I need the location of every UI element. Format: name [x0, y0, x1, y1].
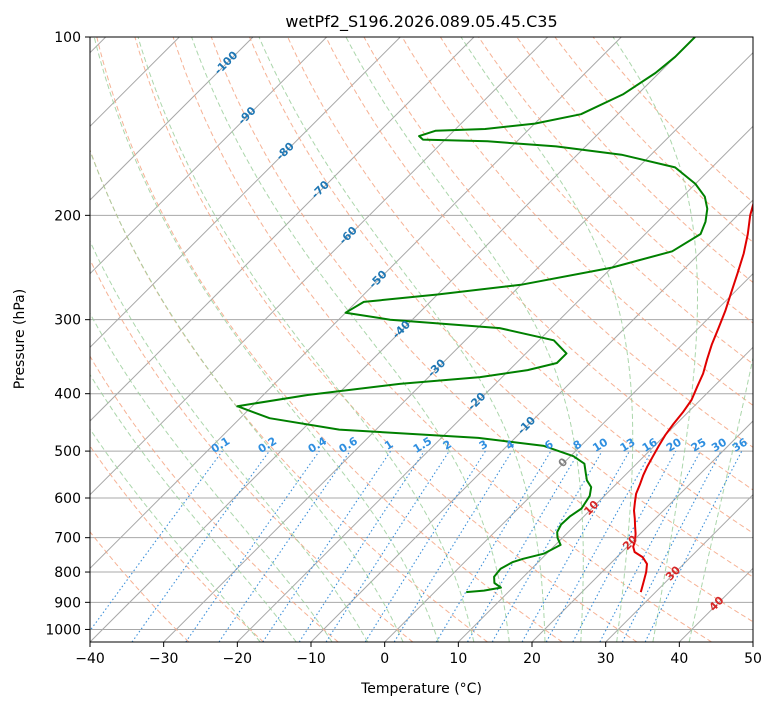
- y-tick-label: 300: [54, 313, 81, 329]
- moist-adiabat-line: [460, 37, 634, 642]
- y-tick-label: 200: [54, 208, 81, 224]
- dry-adiabat-line: [134, 37, 638, 642]
- isotherm-line: [163, 51, 753, 642]
- isotherm-line: [90, 37, 475, 422]
- axes: −40 −30 −20 −10 0 10 20 30 40 50 100 200 300 400 500 60…: [45, 30, 762, 667]
- dewpoint-profile-line: [236, 37, 709, 594]
- mixing-ratio-line: [218, 450, 351, 642]
- dry-adiabat-line: [325, 37, 753, 491]
- y-axis-label: Pressure (hPa): [12, 289, 28, 389]
- moist-adiabat-line: [90, 149, 404, 642]
- mixing-ratio-line: [572, 450, 677, 642]
- x-tick-label: −10: [296, 651, 326, 667]
- mixing-ratio-line: [90, 450, 223, 632]
- dry-adiabat-line: [90, 258, 414, 642]
- x-tick-label: −30: [149, 651, 179, 667]
- x-tick-label: 0: [380, 651, 389, 667]
- x-tick-label: 10: [449, 651, 467, 667]
- x-tick-label: 30: [597, 651, 615, 667]
- moist-adiabat-line: [191, 37, 510, 642]
- moist-adiabat-line: [258, 37, 546, 642]
- x-tick-label: 40: [670, 651, 688, 667]
- dry-adiabat-line: [90, 531, 190, 642]
- mixing-ratio-line: [185, 450, 320, 642]
- plot-area: [90, 37, 753, 642]
- moist-adiabat-line: [90, 373, 297, 642]
- moist-adiabat-line: [90, 312, 333, 642]
- isotherm-line: [236, 125, 753, 642]
- mixing-ratio-line: [545, 450, 653, 642]
- x-tick-label: 50: [744, 651, 762, 667]
- isotherm-line: [531, 420, 753, 642]
- y-tick-label: 900: [54, 595, 81, 611]
- moist-adiabat-line: [688, 355, 753, 642]
- x-tick-label: 20: [523, 651, 541, 667]
- y-tick-label: 500: [54, 444, 81, 460]
- y-tick-label: 800: [54, 565, 81, 581]
- mixing-ratio-line: [262, 450, 392, 642]
- x-axis-label: Temperature (°C): [360, 681, 482, 697]
- dry-adiabat-line: [172, 37, 712, 642]
- y-tick-label: 400: [54, 387, 81, 403]
- mixing-ratio-line: [325, 450, 450, 642]
- mixing-ratio-line: [521, 450, 630, 642]
- isotherm-line: [384, 272, 753, 642]
- isotherm-line: [90, 37, 696, 642]
- moist-adiabat-line: [137, 37, 475, 642]
- isotherm-line: [605, 493, 753, 642]
- dry-adiabat-line: [90, 355, 339, 642]
- isotherm-line: [90, 37, 328, 275]
- y-tick-label: 600: [54, 491, 81, 507]
- y-tick-label: 1000: [45, 622, 81, 638]
- moist-adiabat-line: [90, 240, 369, 642]
- moist-adiabat-line: [345, 37, 584, 642]
- isotherm-line: [90, 37, 549, 496]
- y-tick-label: 700: [54, 531, 81, 547]
- mixing-ratio-line: [644, 450, 743, 642]
- isotherm-line: [310, 199, 753, 642]
- x-tick-label: −40: [75, 651, 105, 667]
- isotherm-line: [90, 37, 254, 201]
- dry-adiabat-line: [249, 37, 753, 578]
- moist-adiabat-line: [612, 37, 698, 642]
- mixing-ratio-line: [131, 450, 270, 642]
- moist-adiabat-line: [93, 37, 439, 642]
- x-tick-label: −20: [223, 651, 253, 667]
- dry-adiabat-line: [96, 37, 563, 642]
- dry-adiabat-line: [90, 445, 264, 642]
- dry-adiabat-line: [516, 37, 753, 284]
- dry-adiabat-line: [439, 37, 753, 365]
- mixing-ratio-line: [393, 450, 513, 642]
- temperature-profile-line: [632, 201, 753, 593]
- isotherm-line: [90, 37, 622, 570]
- dry-adiabat-line: [401, 37, 753, 406]
- y-tick-label: 100: [54, 30, 81, 46]
- chart-title: wetPf2_S196.2026.089.05.45.C35: [285, 12, 557, 32]
- mixing-ratio-line: [298, 450, 425, 642]
- dry-adiabat-line: [210, 37, 753, 623]
- plot-frame: [89, 36, 754, 643]
